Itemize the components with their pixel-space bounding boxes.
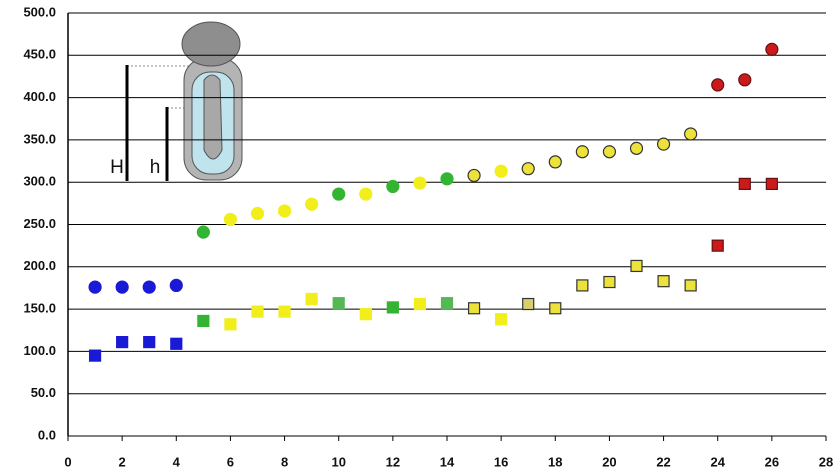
circle-marker	[116, 281, 128, 293]
circle-marker	[414, 177, 426, 189]
square-marker	[198, 315, 209, 326]
y-tick-label: 150.0	[23, 301, 56, 316]
y-tick-label: 400.0	[23, 89, 56, 104]
y-tick-label: 200.0	[23, 258, 56, 273]
x-tick-label: 8	[281, 454, 288, 469]
square-marker	[225, 319, 236, 330]
square-marker	[333, 298, 344, 309]
y-tick-label: 350.0	[23, 131, 56, 146]
square-marker	[523, 299, 534, 310]
circle-marker	[333, 188, 345, 200]
square-marker	[496, 314, 507, 325]
annotation: h	[150, 157, 161, 178]
square-marker	[739, 178, 750, 189]
circle-marker	[495, 165, 507, 177]
square-marker	[144, 337, 155, 348]
circle-marker	[170, 279, 182, 291]
square-marker	[279, 306, 290, 317]
square-marker	[712, 240, 723, 251]
circle-marker	[279, 205, 291, 217]
circle-marker	[549, 156, 561, 168]
square-marker	[469, 303, 480, 314]
x-tick-label: 10	[331, 454, 345, 469]
square-marker	[550, 303, 561, 314]
x-tick-label: 26	[765, 454, 779, 469]
x-tick-label: 6	[227, 454, 234, 469]
x-tick-label: 4	[173, 454, 181, 469]
circle-marker	[631, 142, 643, 154]
square-marker	[766, 178, 777, 189]
circle-marker	[387, 180, 399, 192]
circle-marker	[739, 74, 751, 86]
circle-marker	[685, 128, 697, 140]
chart: H h 0.0 50.0 100.0 150.0 200.0 250.0 300.0 350.…	[0, 0, 839, 472]
x-tick-label: 2	[119, 454, 126, 469]
square-marker	[604, 277, 615, 288]
y-tick-label: 100.0	[23, 343, 56, 358]
circle-marker	[306, 198, 318, 210]
square-marker	[171, 338, 182, 349]
circle-marker	[658, 138, 670, 150]
x-tick-label: 28	[819, 454, 833, 469]
circle-marker	[576, 146, 588, 158]
square-marker	[360, 309, 371, 320]
circle-marker	[224, 213, 236, 225]
square-marker	[442, 298, 453, 309]
circle-marker	[252, 208, 264, 220]
circle-marker	[441, 173, 453, 185]
y-tick-label: 250.0	[23, 216, 56, 231]
x-tick-label: 16	[494, 454, 508, 469]
y-tick-label: 0.0	[38, 427, 56, 442]
y-tick-label: 500.0	[23, 4, 56, 19]
x-tick-label: 14	[440, 454, 455, 469]
x-tick-label: 22	[656, 454, 670, 469]
x-tick-label: 18	[548, 454, 562, 469]
square-marker	[577, 280, 588, 291]
square-marker	[631, 260, 642, 271]
square-marker	[117, 337, 128, 348]
square-marker	[252, 306, 263, 317]
circle-marker	[468, 169, 480, 181]
square-marker	[685, 280, 696, 291]
circle-marker	[360, 188, 372, 200]
square-marker	[306, 293, 317, 304]
y-tick-label: 450.0	[23, 47, 56, 62]
embryo-illustration	[127, 22, 242, 181]
x-tick-label: 0	[64, 454, 71, 469]
x-tick-label: 12	[386, 454, 400, 469]
circle-marker	[766, 43, 778, 55]
circle-marker	[603, 146, 615, 158]
circle-marker	[89, 281, 101, 293]
square-marker	[658, 276, 669, 287]
square-marker	[414, 299, 425, 310]
y-tick-label: 300.0	[23, 174, 56, 189]
square-marker	[90, 350, 101, 361]
y-tick-label: 50.0	[31, 385, 56, 400]
circle-marker	[522, 163, 534, 175]
circle-marker	[712, 79, 724, 91]
annotation: H	[110, 157, 124, 178]
x-tick-label: 24	[710, 454, 725, 469]
x-tick-label: 20	[602, 454, 616, 469]
square-marker	[387, 302, 398, 313]
circle-marker	[197, 226, 209, 238]
circle-marker	[143, 281, 155, 293]
